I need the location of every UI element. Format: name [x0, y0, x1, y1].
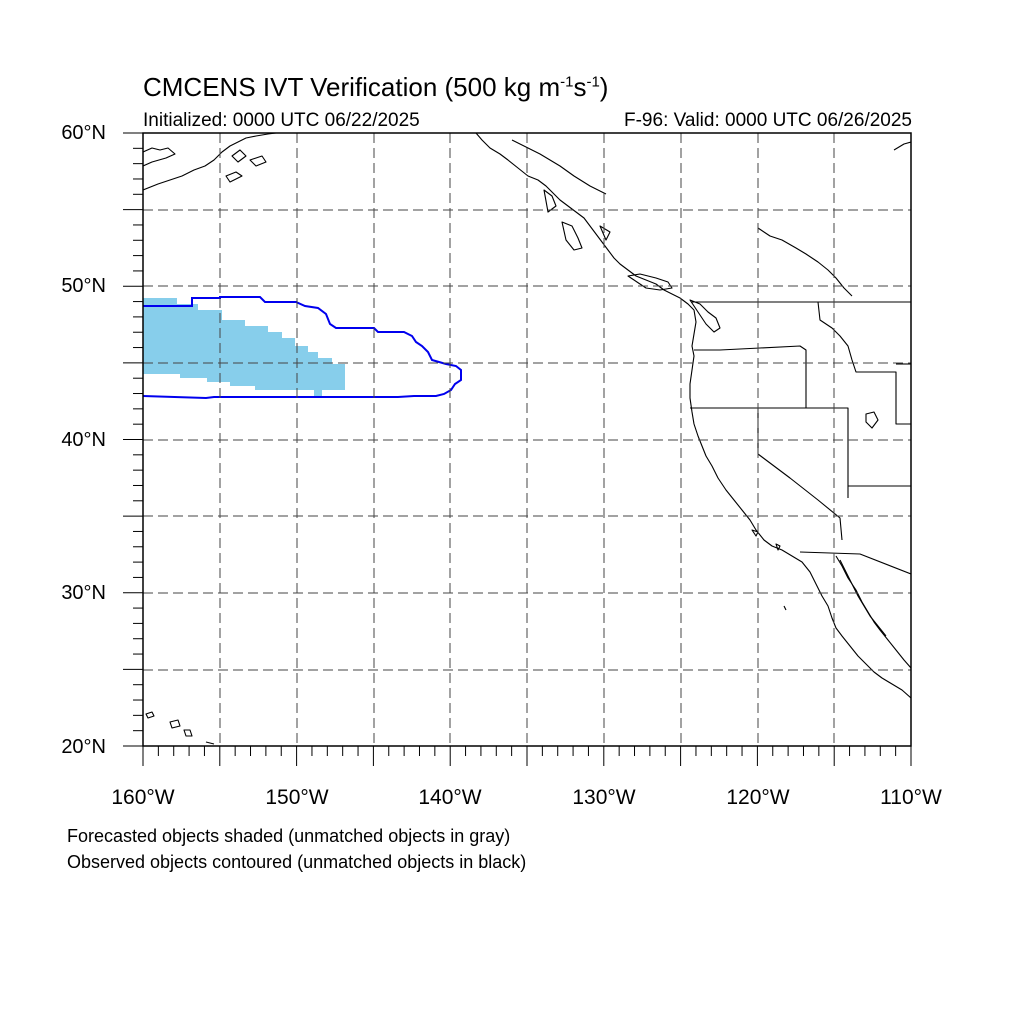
lon-label-150w: 150°W: [265, 786, 329, 809]
legend-observed-note: Observed objects contoured (unmatched ob…: [67, 852, 527, 872]
coastline-layer: [143, 133, 911, 745]
lat-label-50n: 50°N: [61, 275, 106, 297]
graticule: [143, 133, 911, 746]
map-title: CMCENS IVT Verification (500 kg m-1s-1): [143, 72, 609, 102]
legend-forecast-note: Forecasted objects shaded (unmatched obj…: [67, 826, 511, 846]
valid-time-label: F-96: Valid: 0000 UTC 06/26/2025: [624, 110, 912, 131]
forecast-object-shade: [143, 298, 345, 396]
observed-object-contour: [143, 296, 462, 400]
axis-ticks: [123, 132, 912, 766]
init-time-label: Initialized: 0000 UTC 06/22/2025: [143, 110, 420, 131]
lon-label-130w: 130°W: [572, 786, 636, 809]
lat-label-20n: 20°N: [61, 736, 106, 758]
lon-label-120w: 120°W: [726, 786, 790, 809]
lon-label-110w: 110°W: [880, 786, 942, 809]
lat-label-40n: 40°N: [61, 429, 106, 451]
lon-label-160w: 160°W: [111, 786, 175, 809]
lat-label-30n: 30°N: [61, 582, 106, 604]
lon-label-140w: 140°W: [418, 786, 482, 809]
lat-label-60n: 60°N: [61, 122, 106, 144]
